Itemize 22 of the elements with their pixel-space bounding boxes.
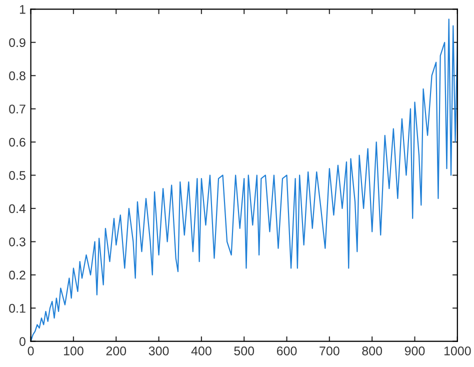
y-tick-label: 1 [20, 5, 26, 14]
x-tick-label: 0 [28, 346, 34, 356]
y-tick-label: 0.6 [9, 138, 26, 147]
x-tick-label: 300 [148, 346, 169, 356]
x-tick-label: 100 [64, 346, 84, 356]
x-tick-label: 800 [362, 346, 382, 356]
x-tick-label: 600 [276, 346, 297, 356]
y-tick-label: 0.3 [9, 237, 26, 246]
y-tick-label: 0.1 [9, 304, 26, 313]
x-tick-label: 500 [234, 346, 254, 356]
x-tick-label: 900 [404, 346, 425, 356]
x-tick-label: 200 [106, 346, 126, 356]
x-tick-label: 700 [320, 346, 340, 356]
y-tick-label: 0.8 [9, 71, 26, 80]
x-tick-label: 400 [191, 346, 212, 356]
y-tick-label: 0.9 [9, 38, 26, 48]
y-tick-label: 0.5 [9, 171, 26, 180]
y-tick-label: 0.4 [9, 204, 26, 214]
x-tick-label: 1000 [444, 346, 471, 356]
y-tick-label: 0 [19, 337, 26, 346]
y-tick-label: 0.7 [9, 104, 26, 114]
y-tick-label: 0.2 [9, 270, 26, 280]
